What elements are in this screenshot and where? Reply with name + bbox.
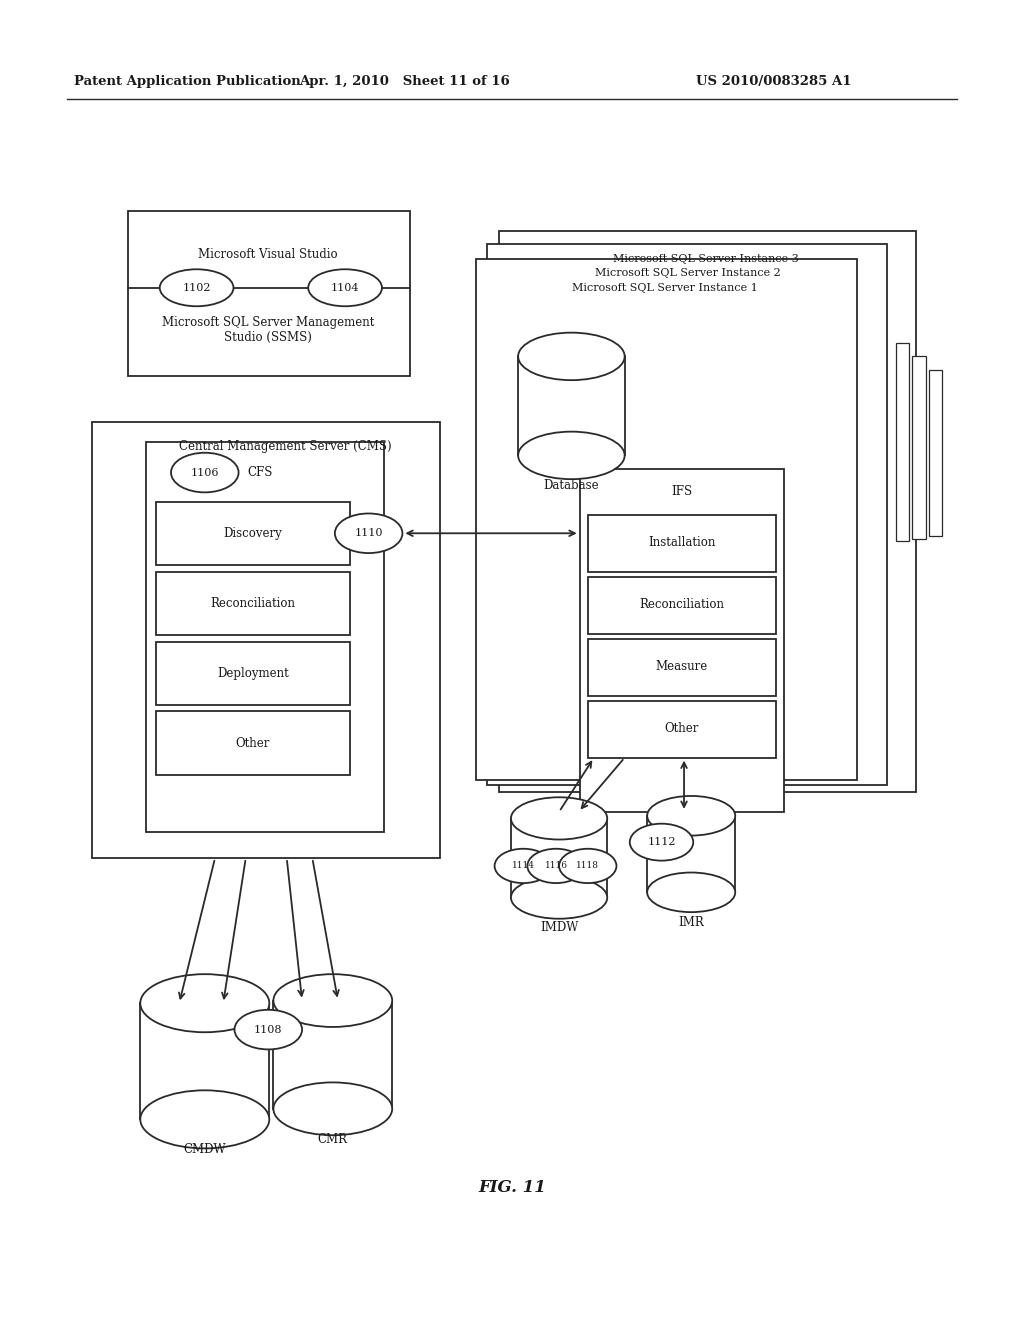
FancyBboxPatch shape	[487, 244, 887, 785]
Ellipse shape	[160, 269, 233, 306]
FancyBboxPatch shape	[156, 711, 350, 775]
FancyBboxPatch shape	[647, 816, 735, 892]
Text: Measure: Measure	[655, 660, 709, 673]
Text: Reconciliation: Reconciliation	[639, 598, 725, 611]
FancyBboxPatch shape	[588, 639, 776, 696]
Text: Patent Application Publication: Patent Application Publication	[74, 75, 300, 88]
Text: Deployment: Deployment	[217, 667, 289, 680]
FancyBboxPatch shape	[896, 343, 909, 541]
Text: Microsoft Visual Studio: Microsoft Visual Studio	[199, 248, 338, 261]
Text: Discovery: Discovery	[223, 527, 283, 540]
Text: CMR: CMR	[317, 1133, 348, 1146]
Text: Microsoft SQL Server Management
Studio (SSMS): Microsoft SQL Server Management Studio (…	[162, 315, 375, 345]
Ellipse shape	[630, 824, 693, 861]
Text: Central Management Server (CMS): Central Management Server (CMS)	[179, 440, 392, 453]
FancyBboxPatch shape	[588, 577, 776, 634]
Text: 1112: 1112	[647, 837, 676, 847]
Text: 1108: 1108	[254, 1024, 283, 1035]
Ellipse shape	[518, 333, 625, 380]
Ellipse shape	[518, 432, 625, 479]
Text: Database: Database	[544, 479, 599, 492]
Text: 1114: 1114	[512, 862, 535, 870]
Text: CMDW: CMDW	[183, 1143, 226, 1156]
FancyBboxPatch shape	[273, 1001, 392, 1109]
Text: Reconciliation: Reconciliation	[210, 597, 296, 610]
FancyBboxPatch shape	[588, 515, 776, 572]
Ellipse shape	[527, 849, 585, 883]
Text: US 2010/0083285 A1: US 2010/0083285 A1	[696, 75, 852, 88]
Text: CFS: CFS	[248, 466, 273, 479]
Ellipse shape	[647, 796, 735, 836]
Ellipse shape	[171, 453, 239, 492]
FancyBboxPatch shape	[128, 211, 410, 376]
FancyBboxPatch shape	[92, 422, 440, 858]
Text: 1118: 1118	[577, 862, 599, 870]
Text: Microsoft SQL Server Instance 2: Microsoft SQL Server Instance 2	[595, 268, 781, 279]
Text: 1102: 1102	[182, 282, 211, 293]
FancyBboxPatch shape	[156, 642, 350, 705]
FancyBboxPatch shape	[146, 442, 384, 832]
Text: IMR: IMR	[678, 916, 705, 929]
FancyBboxPatch shape	[476, 259, 857, 780]
FancyBboxPatch shape	[580, 469, 784, 812]
Ellipse shape	[273, 974, 392, 1027]
FancyBboxPatch shape	[156, 572, 350, 635]
Ellipse shape	[495, 849, 552, 883]
FancyBboxPatch shape	[156, 502, 350, 565]
FancyBboxPatch shape	[912, 356, 926, 539]
Ellipse shape	[335, 513, 402, 553]
Ellipse shape	[308, 269, 382, 306]
Ellipse shape	[140, 1090, 269, 1148]
Text: Microsoft SQL Server Instance 3: Microsoft SQL Server Instance 3	[612, 253, 799, 264]
Ellipse shape	[511, 876, 607, 919]
Text: 1106: 1106	[190, 467, 219, 478]
Ellipse shape	[511, 797, 607, 840]
Ellipse shape	[140, 974, 269, 1032]
Text: 1116: 1116	[545, 862, 567, 870]
Text: Microsoft SQL Server Instance 1: Microsoft SQL Server Instance 1	[571, 282, 758, 293]
Ellipse shape	[234, 1010, 302, 1049]
FancyBboxPatch shape	[518, 356, 625, 455]
FancyBboxPatch shape	[929, 370, 942, 536]
Text: IFS: IFS	[672, 484, 692, 498]
FancyBboxPatch shape	[499, 231, 916, 792]
Text: Other: Other	[665, 722, 699, 735]
Text: IMDW: IMDW	[540, 921, 579, 935]
Text: 1110: 1110	[354, 528, 383, 539]
FancyBboxPatch shape	[140, 1003, 269, 1119]
Ellipse shape	[647, 873, 735, 912]
FancyBboxPatch shape	[588, 701, 776, 758]
Text: Apr. 1, 2010   Sheet 11 of 16: Apr. 1, 2010 Sheet 11 of 16	[299, 75, 510, 88]
Text: Installation: Installation	[648, 536, 716, 549]
Ellipse shape	[559, 849, 616, 883]
Text: Other: Other	[236, 737, 270, 750]
Ellipse shape	[273, 1082, 392, 1135]
Text: 1104: 1104	[331, 282, 359, 293]
FancyBboxPatch shape	[511, 818, 607, 898]
Text: FIG. 11: FIG. 11	[478, 1180, 546, 1196]
